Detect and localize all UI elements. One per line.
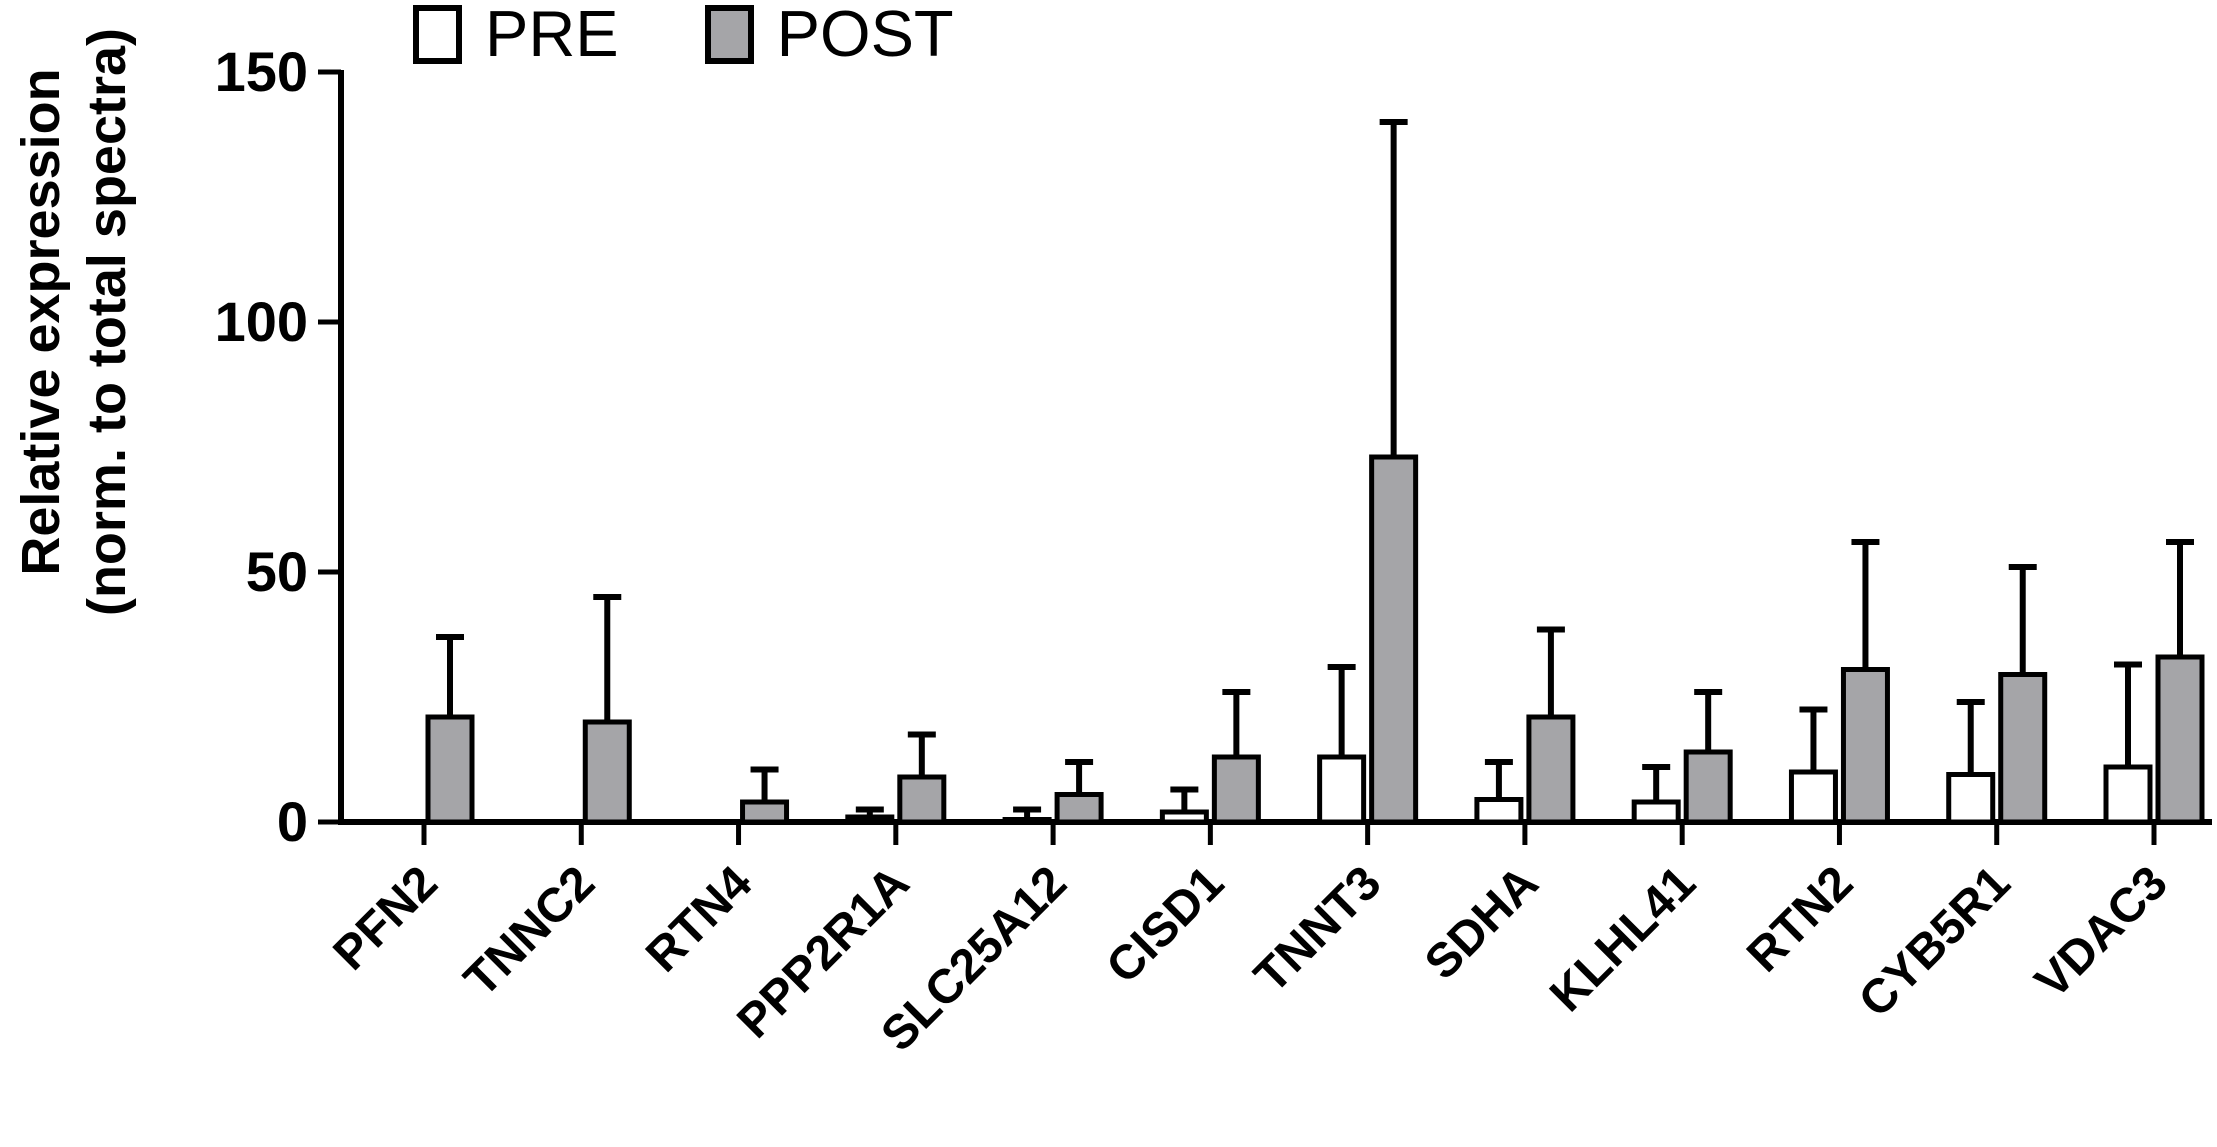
y-tick-label-100: 100 (215, 290, 308, 353)
x-label-SDHA: SDHA (1415, 856, 1549, 990)
bar-pre-TNNT3 (1317, 754, 1367, 825)
bar-pre-SLC25A12 (1002, 817, 1052, 825)
bar-post-RTN4 (740, 799, 790, 825)
bar-post-PPP2R1A (897, 774, 947, 825)
y-tick-label-50: 50 (246, 540, 308, 603)
legend-item-pre: PRE (413, 0, 619, 70)
bar-post-RTN2 (1840, 667, 1890, 825)
post-swatch-icon (704, 4, 754, 64)
bar-post-TNNT3 (1369, 454, 1419, 825)
x-label-CISD1: CISD1 (1097, 856, 1234, 993)
y-axis-title-line2: (norm. to total spectra) (77, 27, 137, 617)
bar-post-SLC25A12 (1054, 792, 1104, 825)
bar-pre-VDAC3 (2103, 764, 2153, 825)
bar-post-CISD1 (1211, 754, 1261, 825)
chart-legend: PRE POST (413, 0, 954, 70)
x-label-TNNT3: TNNT3 (1245, 856, 1392, 1003)
bar-post-KLHL41 (1683, 749, 1733, 825)
bar-post-VDAC3 (2155, 654, 2205, 825)
x-label-VDAC3: VDAC3 (2025, 856, 2178, 1009)
x-label-CYB5R1: CYB5R1 (1849, 856, 2020, 1027)
x-label-PFN2: PFN2 (324, 856, 448, 980)
x-label-RTN2: RTN2 (1737, 856, 1863, 982)
bar-post-TNNC2 (582, 719, 632, 825)
y-axis-title-line1: Relative expression (11, 68, 71, 576)
bar-post-SDHA (1526, 714, 1576, 825)
bar-post-PFN2 (425, 714, 475, 825)
legend-label-post: POST (776, 0, 954, 70)
y-tick-label-150: 150 (215, 40, 308, 103)
bar-pre-PPP2R1A (845, 814, 895, 825)
bar-pre-SDHA (1474, 797, 1524, 825)
bar-pre-KLHL41 (1631, 799, 1681, 825)
bar-pre-CYB5R1 (1946, 772, 1996, 825)
x-label-KLHL41: KLHL41 (1540, 856, 1706, 1022)
bar-post-CYB5R1 (1998, 672, 2048, 825)
pre-swatch-icon (413, 4, 462, 64)
x-label-RTN4: RTN4 (636, 856, 762, 982)
legend-label-pre: PRE (485, 0, 619, 70)
x-label-TNNC2: TNNC2 (454, 856, 605, 1007)
y-tick-label-0: 0 (277, 790, 308, 853)
bar-pre-CISD1 (1159, 809, 1209, 825)
y-axis-title: Relative expression (norm. to total spec… (8, 12, 140, 632)
bar-pre-RTN2 (1788, 769, 1838, 825)
legend-item-post: POST (704, 0, 954, 70)
